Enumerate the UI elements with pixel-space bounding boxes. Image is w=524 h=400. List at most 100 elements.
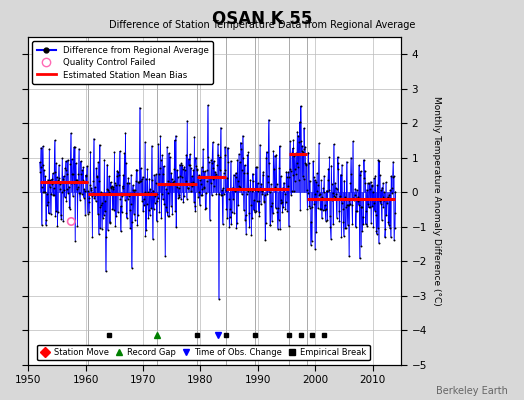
Point [37,164,45,170]
Point [105,173,113,180]
Point [337,162,346,168]
Point [192,163,201,169]
Y-axis label: Monthly Temperature Anomaly Difference (°C): Monthly Temperature Anomaly Difference (… [432,96,441,306]
Point [151,193,159,200]
Point [70,144,79,150]
Point [114,182,123,188]
Point [334,166,342,172]
Point [294,176,303,183]
Point [65,204,73,210]
Point [390,224,399,231]
Point [362,208,370,214]
Point [81,212,90,218]
Point [104,186,112,193]
Point [351,192,359,198]
Point [82,173,90,179]
Point [117,209,126,215]
Point [110,207,118,213]
Point [42,191,51,198]
Point [176,172,184,179]
Point [232,170,240,176]
Point [275,216,283,223]
Point [133,222,141,228]
Point [281,198,290,205]
Point [297,138,305,144]
Point [222,186,230,193]
Point [95,142,104,148]
Point [296,119,304,125]
Point [126,201,135,207]
Point [373,182,381,189]
Point [309,158,318,165]
Point [374,156,383,163]
Point [176,194,184,200]
Point [128,219,136,225]
Point [254,180,262,186]
Point [93,211,102,218]
Point [45,210,53,217]
Point [160,201,168,208]
Point [321,218,330,224]
Point [303,205,312,212]
Point [259,172,267,178]
Point [302,162,310,168]
Point [240,170,248,176]
Point [143,166,151,173]
Point [361,167,369,174]
Point [171,132,180,139]
Point [154,195,162,201]
Point [115,172,123,179]
Point [185,162,194,168]
Point [269,148,278,154]
Point [314,205,322,212]
Point [219,185,227,192]
Point [109,184,117,190]
Point [199,168,208,174]
Point [322,188,331,194]
Point [181,181,190,187]
Point [172,184,181,190]
Point [365,180,373,186]
Point [122,210,130,216]
Point [277,200,285,206]
Point [88,234,96,240]
Point [357,204,366,210]
Point [67,130,75,136]
Point [315,192,323,198]
Point [351,186,359,192]
Point [209,176,217,182]
Point [367,182,376,188]
Point [293,164,302,170]
Point [45,146,53,152]
Point [198,192,206,198]
Point [354,198,362,204]
Point [48,170,57,177]
Point [238,132,247,139]
Point [237,146,245,152]
Point [106,220,114,227]
Point [188,173,196,180]
Point [90,195,99,202]
Point [276,143,284,149]
Point [121,130,129,136]
Point [277,196,286,203]
Point [202,190,211,196]
Point [245,210,253,216]
Point [337,171,345,178]
Point [290,152,299,159]
Point [170,166,178,172]
Point [322,206,330,212]
Point [180,164,189,170]
Point [178,174,186,180]
Point [190,199,198,205]
Point [72,185,81,192]
Point [215,154,224,160]
Point [278,209,287,216]
Point [131,186,139,193]
Point [280,187,289,193]
Point [225,196,233,202]
Point [137,176,146,182]
Point [116,228,125,234]
Point [133,167,141,174]
Point [72,177,80,183]
